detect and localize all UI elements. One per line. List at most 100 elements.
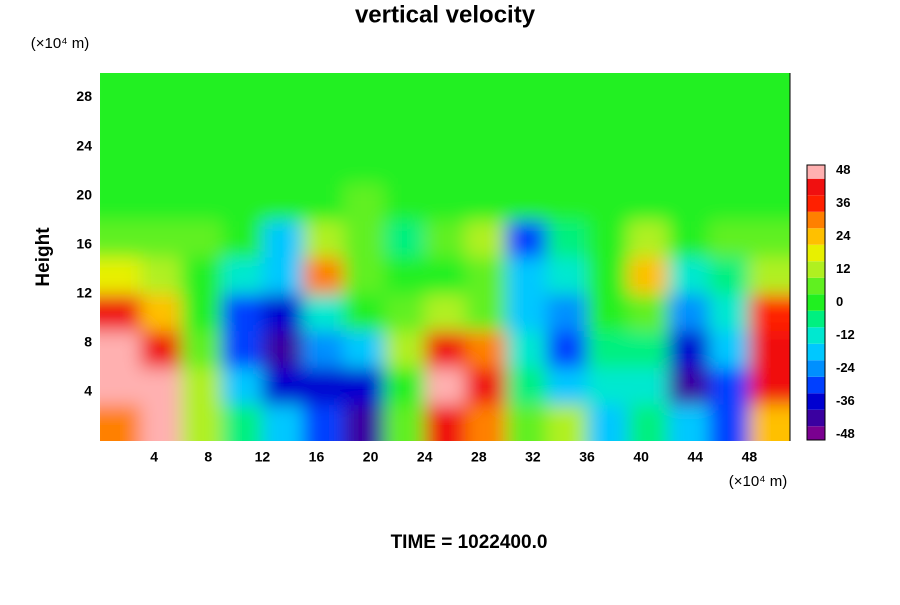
x-tick-label: 16	[309, 449, 325, 465]
contour-cell	[708, 257, 750, 295]
contour-cell	[302, 146, 345, 184]
contour-cell	[465, 330, 507, 368]
colorbar-swatch	[807, 165, 825, 179]
contour-cell	[262, 293, 304, 332]
contour-cell	[668, 293, 710, 332]
colorbar-swatch	[807, 343, 825, 361]
contour-cell	[749, 257, 790, 295]
x-tick-label: 8	[204, 449, 212, 465]
contour-cell	[100, 73, 142, 111]
y-axis-label: Height	[33, 227, 54, 287]
colorbar-tick-label: -24	[836, 360, 856, 375]
contour-cell	[587, 73, 629, 111]
contour-cell	[140, 293, 182, 332]
contour-cell	[343, 109, 385, 148]
contour-cell	[749, 220, 790, 258]
y-unit: (×10⁴ m)	[31, 35, 90, 52]
contour-cell	[587, 109, 629, 148]
contour-cell	[140, 330, 182, 368]
colorbar-tick-label: -12	[836, 327, 855, 342]
contour-cell	[262, 220, 304, 258]
contour-cell	[627, 330, 669, 368]
contour-cell	[384, 404, 426, 441]
contour-cell	[384, 73, 426, 111]
contour-cell	[465, 367, 507, 405]
contour-cell	[140, 109, 182, 148]
contour-cell	[424, 330, 466, 368]
colorbar-swatch	[807, 277, 825, 295]
x-tick-label: 12	[255, 449, 271, 465]
contour-cell	[140, 257, 182, 295]
contour-cell	[100, 220, 142, 258]
contour-cell	[749, 293, 790, 332]
contour-cell	[181, 257, 223, 295]
contour-cell	[749, 109, 790, 148]
contour-cell	[221, 73, 263, 111]
contour-cell	[424, 404, 466, 441]
contour-cell	[181, 404, 223, 441]
contour-cell	[384, 293, 426, 332]
contour-cell	[302, 220, 345, 258]
y-tick-label: 4	[84, 383, 92, 399]
contour-cell	[343, 404, 385, 441]
contour-cell	[181, 330, 223, 368]
x-tick-label: 48	[742, 449, 758, 465]
contour-cell	[587, 257, 629, 295]
contour-cell	[627, 404, 669, 441]
contour-cell	[262, 330, 304, 368]
colorbar-swatch	[807, 426, 825, 440]
contour-cell	[587, 404, 629, 441]
x-tick-label: 44	[688, 449, 704, 465]
contour-cell	[384, 183, 426, 221]
contour-cell	[302, 109, 345, 148]
contour-cell	[181, 367, 223, 405]
contour-cell	[668, 257, 710, 295]
contour-cell	[262, 404, 304, 441]
colorbar-swatch	[807, 360, 825, 377]
contour-cell	[262, 73, 304, 111]
contour-cell	[546, 330, 588, 368]
contour-cell	[181, 73, 223, 111]
contour-cell	[140, 220, 182, 258]
contour-cell	[627, 146, 669, 184]
contour-cell	[708, 330, 750, 368]
contour-cell	[668, 220, 710, 258]
contour-cell	[505, 293, 547, 332]
contour-cell	[221, 220, 263, 258]
y-tick-label: 28	[76, 88, 92, 104]
contour-cell	[384, 146, 426, 184]
contour-cell	[140, 404, 182, 441]
contour-cell	[424, 293, 466, 332]
contour-cell	[668, 183, 710, 221]
contour-cell	[100, 109, 142, 148]
contour-cell	[343, 257, 385, 295]
colorbar-swatch	[807, 195, 825, 212]
y-tick-label: 24	[76, 137, 92, 153]
contour-cell	[546, 257, 588, 295]
contour-cell	[343, 330, 385, 368]
x-tick-label: 24	[417, 449, 433, 465]
contour-cell	[100, 293, 142, 332]
contour-cell	[343, 293, 385, 332]
contour-cell	[627, 220, 669, 258]
contour-cell	[181, 220, 223, 258]
contour-cell	[587, 293, 629, 332]
contour-cell	[465, 404, 507, 441]
contour-cell	[384, 330, 426, 368]
contour-cell	[627, 367, 669, 405]
x-tick-label: 20	[363, 449, 379, 465]
contour-cell	[546, 404, 588, 441]
contour-cell	[505, 330, 547, 368]
contour-cell	[749, 73, 790, 111]
contour-cell	[465, 109, 507, 148]
colorbar-tick-label: 0	[836, 294, 843, 309]
contour-cell	[100, 367, 142, 405]
contour-cell	[708, 220, 750, 258]
contour-cell	[708, 367, 750, 405]
contour-cell	[465, 257, 507, 295]
colorbar-swatch	[807, 261, 825, 278]
colorbar-swatch	[807, 327, 825, 344]
contour-cell	[384, 109, 426, 148]
contour-cell	[668, 404, 710, 441]
colorbar-tick-label: 24	[836, 228, 851, 243]
